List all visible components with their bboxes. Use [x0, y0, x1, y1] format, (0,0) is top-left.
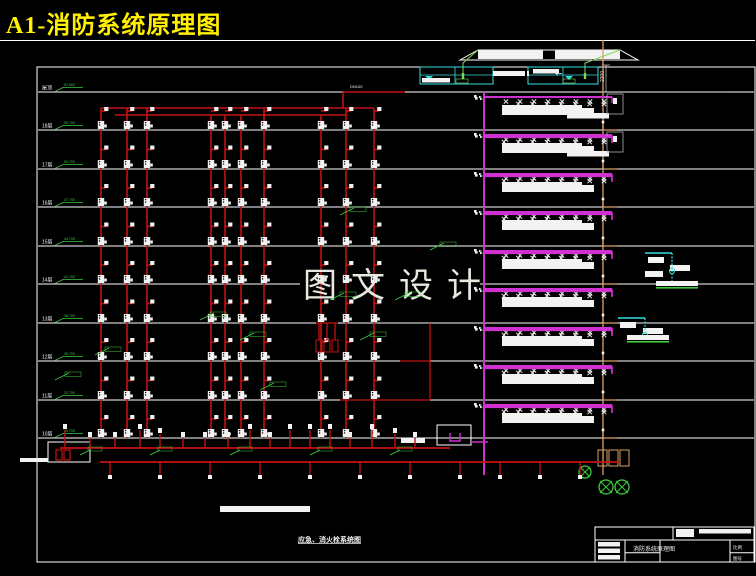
svg-text:应急、消火栓系统图: 应急、消火栓系统图 — [298, 535, 361, 544]
svg-text:53.700: 53.700 — [64, 121, 75, 125]
svg-text:消防系统原理图: 消防系统原理图 — [633, 545, 675, 553]
svg-text:16层: 16层 — [42, 201, 53, 207]
svg-text:11层: 11层 — [42, 394, 52, 400]
svg-text:13层: 13层 — [42, 317, 53, 323]
svg-text:17层: 17层 — [42, 163, 53, 169]
svg-text:38.700: 38.700 — [64, 314, 75, 318]
svg-text:DN100: DN100 — [350, 84, 363, 89]
svg-text:32.700: 32.700 — [64, 391, 75, 395]
svg-text:屋顶: 屋顶 — [42, 86, 52, 92]
svg-text:44.700: 44.700 — [64, 237, 75, 241]
svg-text:10层: 10层 — [42, 432, 53, 438]
svg-text:41.700: 41.700 — [64, 275, 75, 279]
svg-text:14层: 14层 — [42, 278, 53, 284]
svg-text:18层: 18层 — [42, 124, 53, 130]
svg-text:图号: 图号 — [733, 556, 742, 562]
svg-text:15层: 15层 — [42, 240, 53, 246]
svg-text:50.700: 50.700 — [64, 160, 75, 164]
svg-text:12层: 12层 — [42, 355, 53, 361]
svg-text:比例: 比例 — [733, 544, 742, 551]
svg-text:57.600: 57.600 — [64, 83, 75, 87]
svg-text:47.700: 47.700 — [64, 198, 75, 202]
svg-text:35.700: 35.700 — [64, 352, 75, 356]
